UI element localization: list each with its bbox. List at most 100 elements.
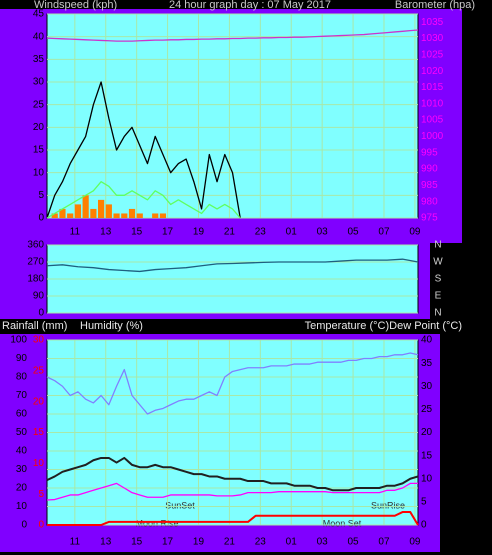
y-tick-label: 1005: [421, 115, 444, 126]
annotation: Moon Set: [323, 518, 362, 528]
x-tick-label: 11: [70, 537, 81, 548]
y-tick-label: 100: [10, 335, 27, 346]
y-tick-label: 25: [33, 99, 45, 110]
y-tick-label: 980: [421, 196, 438, 207]
series-line: [46, 81, 241, 219]
y-tick-label: N: [434, 308, 441, 319]
y-tick-label: 15: [33, 427, 45, 438]
x-tick-label: 13: [100, 227, 112, 238]
y-tick-label: 985: [421, 180, 438, 191]
y-tick-label: 40: [16, 446, 28, 457]
series-line: [46, 456, 419, 492]
bar: [74, 204, 82, 218]
y-tick-label: 1030: [421, 33, 444, 44]
y-tick-label: 20: [33, 122, 45, 133]
y-tick-label: 0: [38, 308, 44, 319]
y-tick-label: 30: [16, 464, 28, 475]
y-tick-label: 90: [33, 291, 45, 302]
y-tick-label: 0: [38, 520, 44, 531]
y-tick-label: W: [433, 257, 443, 268]
bar: [59, 208, 66, 218]
y-tick-label: 1035: [421, 17, 444, 28]
x-tick-label: 15: [131, 537, 143, 548]
bar: [90, 208, 97, 218]
x-tick-label: 07: [378, 227, 390, 238]
axis-title: Barometer (hpa): [395, 0, 475, 11]
y-tick-label: 0: [38, 213, 44, 224]
y-tick-label: 20: [16, 483, 28, 494]
x-tick-label: 15: [131, 227, 143, 238]
bar: [82, 195, 89, 218]
x-tick-label: 05: [348, 227, 360, 238]
annotation: SunRise: [371, 500, 405, 510]
y-tick-label: 10: [16, 501, 28, 512]
x-tick-label: 01: [286, 537, 298, 548]
y-tick-label: 30: [421, 381, 433, 392]
y-tick-label: 1020: [421, 66, 444, 77]
y-tick-label: 25: [33, 365, 45, 376]
chart-title: 24 hour graph day : 07 May 2017: [169, 0, 331, 11]
y-tick-label: 20: [33, 396, 45, 407]
y-tick-label: 25: [421, 404, 433, 415]
bar: [51, 213, 58, 218]
axis-title: Rainfall (mm): [2, 320, 67, 332]
series-line: [46, 482, 418, 501]
y-tick-label: 35: [33, 54, 45, 65]
y-tick-label: 0: [21, 520, 27, 531]
x-tick-label: 23: [255, 227, 267, 238]
axis-title: Humidity (%): [80, 320, 143, 332]
y-tick-label: 40: [33, 31, 45, 42]
y-tick-label: 5: [421, 497, 427, 508]
x-tick-label: 03: [317, 537, 329, 548]
x-tick-label: 11: [70, 227, 81, 238]
x-tick-label: 13: [100, 537, 112, 548]
y-tick-label: 990: [421, 164, 438, 175]
y-tick-label: 1000: [421, 131, 444, 142]
y-tick-label: 45: [33, 9, 45, 20]
y-tick-label: N: [434, 240, 441, 251]
x-tick-label: 01: [286, 227, 298, 238]
y-tick-label: E: [435, 291, 442, 302]
x-tick-label: 19: [193, 537, 205, 548]
y-tick-label: 5: [38, 190, 44, 201]
y-tick-label: 15: [421, 450, 433, 461]
x-tick-label: 17: [162, 227, 174, 238]
series-line: [46, 29, 419, 42]
y-tick-label: 20: [421, 427, 433, 438]
bar: [128, 208, 136, 218]
x-tick-label: 05: [348, 537, 360, 548]
y-tick-label: 15: [33, 145, 45, 156]
bar: [159, 213, 167, 218]
y-tick-label: 70: [16, 390, 28, 401]
x-tick-label: 09: [409, 537, 421, 548]
series-line: [46, 258, 419, 273]
x-tick-label: 09: [409, 227, 421, 238]
x-tick-label: 23: [255, 537, 267, 548]
x-tick-label: 07: [378, 537, 390, 548]
y-tick-label: 360: [27, 240, 44, 251]
y-tick-label: 10: [33, 167, 45, 178]
y-tick-label: 80: [16, 372, 28, 383]
x-tick-label: 19: [193, 227, 205, 238]
y-tick-label: 1015: [421, 82, 444, 93]
y-tick-label: 10: [421, 473, 433, 484]
y-tick-label: 90: [16, 353, 28, 364]
bar: [121, 213, 128, 218]
annotation: SunSet: [165, 500, 195, 510]
bar: [105, 204, 112, 218]
x-tick-label: 21: [224, 537, 236, 548]
y-tick-label: 1025: [421, 49, 444, 60]
y-tick-label: S: [435, 274, 442, 285]
y-tick-label: 30: [33, 335, 45, 346]
y-tick-label: 975: [421, 213, 438, 224]
y-tick-label: 35: [421, 358, 433, 369]
x-tick-label: 21: [224, 227, 236, 238]
y-tick-label: 995: [421, 147, 438, 158]
bar: [113, 213, 120, 218]
bar: [136, 213, 143, 218]
y-tick-label: 10: [33, 458, 45, 469]
series-line: [46, 181, 241, 219]
y-tick-label: 50: [16, 427, 28, 438]
annotation: Moon Rise: [135, 518, 178, 528]
y-tick-label: 180: [27, 274, 44, 285]
